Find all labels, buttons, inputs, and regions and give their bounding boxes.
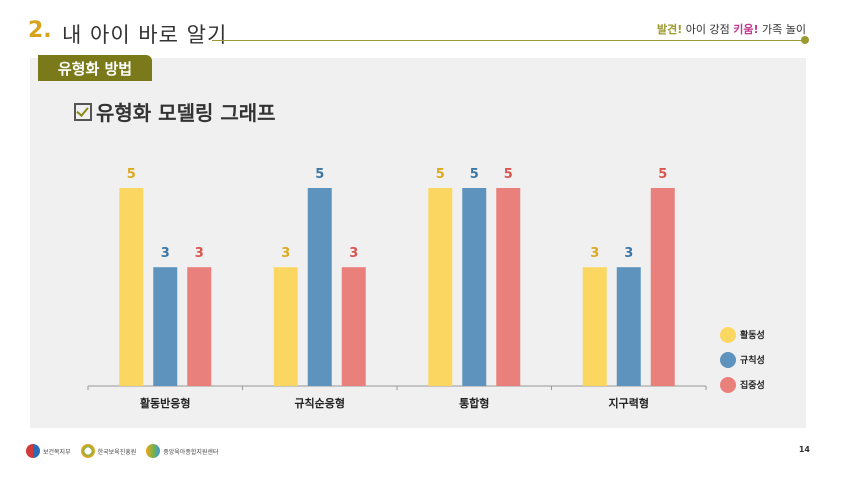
bar-value-label: 3 (624, 246, 633, 261)
bar-value-label: 5 (127, 167, 136, 182)
bar (616, 267, 641, 386)
footer-logo-1: 보건복지부 (26, 444, 71, 458)
slogan-a: 발견! (657, 23, 683, 36)
category-label: 통합형 (459, 396, 489, 410)
header-rule (212, 40, 806, 41)
footer-logo-2: 한국보육진흥원 (80, 444, 137, 458)
legend-yellow-dot (720, 326, 736, 343)
center-logo-icon (146, 444, 161, 458)
section-title: 내 아이 바로 알기 (62, 23, 228, 47)
chart-title-text: 유형화 모델링 그래프 (96, 101, 276, 125)
bar (153, 267, 178, 386)
bar-value-label: 3 (195, 246, 204, 261)
bar (462, 188, 487, 386)
legend-label: 집중성 (740, 381, 765, 391)
footer-logo-3: 중앙육아종합지원센터 (146, 444, 218, 458)
legend: 활동성 규칙성 집중성 (720, 322, 765, 397)
bar-value-label: 5 (504, 167, 513, 182)
slogan: 발견! 아이 강점 키움! 가족 놀이 (657, 21, 806, 37)
bar (307, 188, 332, 386)
bar-value-label: 5 (470, 167, 479, 182)
header-rule-dot (801, 36, 809, 44)
legend-blue-dot (720, 351, 736, 368)
slogan-d: 가족 놀이 (758, 23, 806, 36)
taegeuk-logo-icon (26, 444, 40, 458)
legend-item-focus: 집중성 (720, 372, 765, 397)
footer-org-2: 한국보육진흥원 (97, 448, 137, 456)
category-label: 활동반응형 (140, 396, 191, 410)
footer-org-1: 보건복지부 (43, 448, 71, 456)
bar-value-label: 3 (281, 246, 290, 261)
bar (428, 188, 453, 386)
bar (273, 267, 298, 386)
chart-title: 유형화 모델링 그래프 (74, 97, 276, 126)
bar-value-label: 5 (436, 167, 445, 182)
bar (650, 188, 675, 386)
category-label: 지구력형 (609, 396, 649, 410)
legend-item-activity: 활동성 (720, 322, 765, 347)
bar-value-label: 5 (315, 167, 324, 182)
method-tab: 유형화 방법 (38, 55, 152, 81)
bar (582, 267, 607, 386)
bar (119, 188, 144, 386)
slogan-b: 아이 강점 (682, 23, 734, 36)
legend-item-rule: 규칙성 (720, 347, 765, 372)
bar (187, 267, 212, 386)
category-label: 규칙순응형 (294, 396, 345, 410)
page-number: 14 (798, 445, 810, 454)
bar-value-label: 5 (658, 167, 667, 182)
legend-red-dot (720, 376, 736, 393)
bar (496, 188, 521, 386)
footer-org-3: 중앙육아종합지원센터 (163, 448, 219, 456)
bar (341, 267, 366, 386)
childcare-logo-icon (80, 444, 95, 458)
legend-label: 규칙성 (740, 356, 765, 366)
footer: 보건복지부 한국보육진흥원 중앙육아종합지원센터 (26, 444, 228, 458)
bar-value-label: 3 (349, 246, 358, 261)
checkbox-icon (74, 102, 92, 121)
slogan-c: 키움! (733, 23, 759, 36)
bar-value-label: 3 (590, 246, 599, 261)
bar-value-label: 3 (161, 246, 170, 261)
legend-label: 활동성 (740, 331, 765, 341)
section-number: 2. (28, 18, 52, 43)
